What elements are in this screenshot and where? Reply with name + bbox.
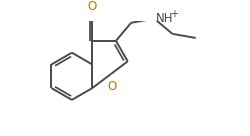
Text: O: O <box>88 0 97 13</box>
Text: O: O <box>108 80 117 93</box>
Text: +: + <box>170 10 177 19</box>
Text: NH: NH <box>156 12 174 25</box>
